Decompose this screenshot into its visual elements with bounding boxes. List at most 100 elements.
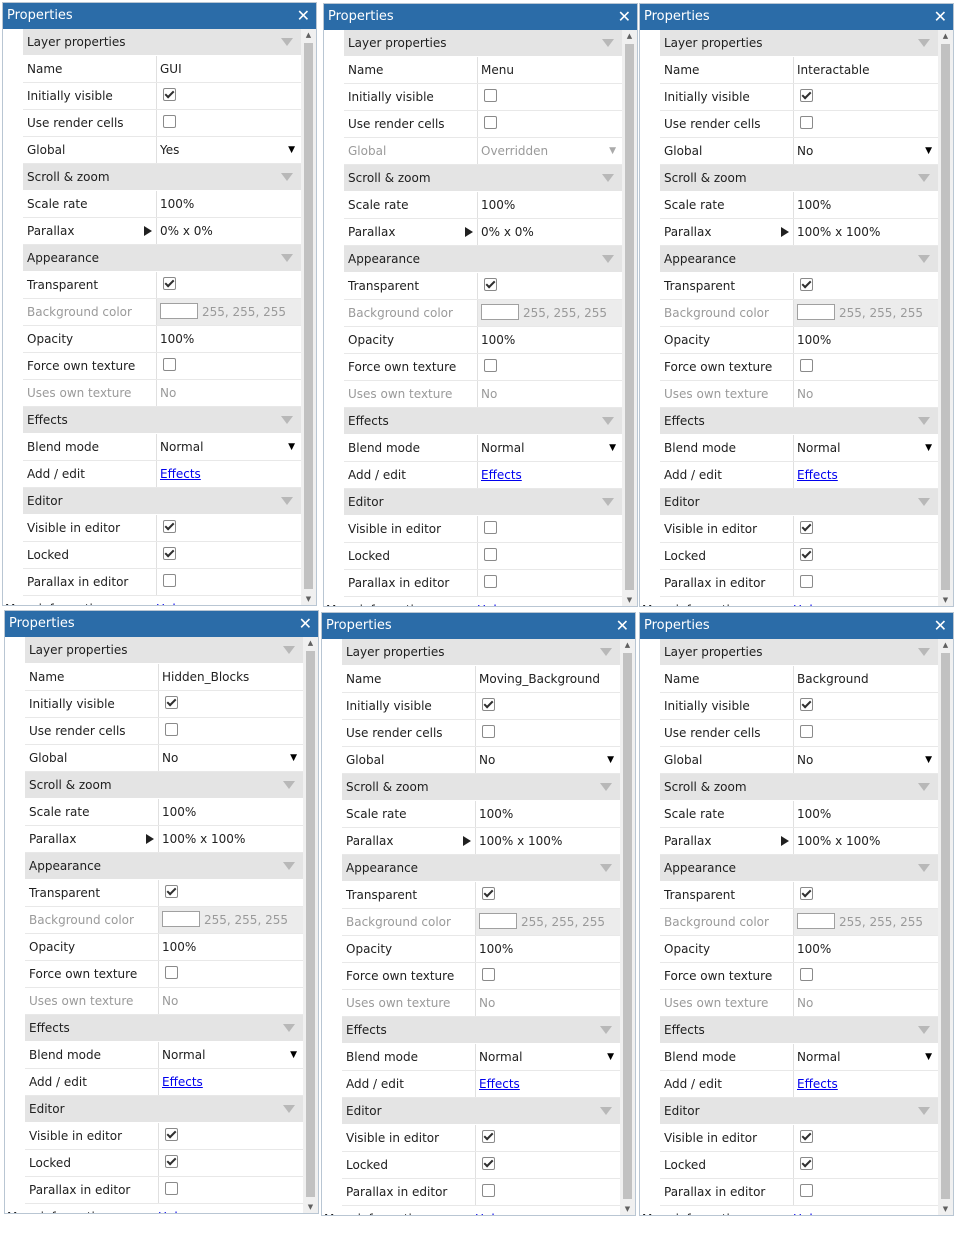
parallax-in-editor-checkbox[interactable]: [800, 1184, 813, 1197]
visible-in-editor-checkbox[interactable]: [800, 521, 813, 534]
section-effects[interactable]: Effects: [344, 408, 622, 435]
visible-in-editor-checkbox[interactable]: [482, 1130, 495, 1143]
close-icon[interactable]: ✕: [933, 7, 947, 26]
blend-mode-select[interactable]: Normal ▼: [794, 1044, 938, 1070]
transparent-checkbox[interactable]: [165, 885, 178, 898]
collapse-arrow-icon[interactable]: [918, 417, 930, 425]
section-appearance[interactable]: Appearance: [23, 245, 301, 272]
parallax-in-editor-checkbox[interactable]: [800, 575, 813, 588]
blend-mode-select[interactable]: Normal ▼: [157, 434, 301, 460]
collapse-arrow-icon[interactable]: [602, 417, 614, 425]
scale-rate-value[interactable]: 100%: [160, 197, 195, 211]
collapse-arrow-icon[interactable]: [600, 864, 612, 872]
name-value[interactable]: Moving_Background: [479, 672, 600, 686]
scrollbar[interactable]: ▲ ▼: [938, 639, 953, 1215]
name-value[interactable]: Menu: [481, 63, 514, 77]
close-icon[interactable]: ✕: [933, 616, 947, 635]
initially-visible-checkbox[interactable]: [163, 88, 176, 101]
scroll-down-icon[interactable]: ▼: [942, 596, 949, 604]
scroll-up-icon[interactable]: ▲: [942, 641, 949, 649]
parallax-label[interactable]: Parallax: [342, 828, 476, 854]
collapse-arrow-icon[interactable]: [918, 498, 930, 506]
transparent-checkbox[interactable]: [482, 887, 495, 900]
parallax-value[interactable]: 100% x 100%: [162, 832, 246, 846]
section-layer-properties[interactable]: Layer properties: [344, 30, 622, 57]
scroll-up-icon[interactable]: ▲: [626, 32, 633, 40]
scrollbar-thumb[interactable]: [623, 653, 632, 1199]
effects-link[interactable]: Effects: [481, 468, 522, 482]
collapse-arrow-icon[interactable]: [602, 174, 614, 182]
collapse-arrow-icon[interactable]: [600, 1107, 612, 1115]
locked-checkbox[interactable]: [163, 547, 176, 560]
collapse-arrow-icon[interactable]: [918, 39, 930, 47]
effects-link[interactable]: Effects: [479, 1077, 520, 1091]
scale-rate-value[interactable]: 100%: [162, 805, 197, 819]
help-link[interactable]: Help: [793, 1212, 820, 1215]
scroll-up-icon[interactable]: ▲: [624, 641, 631, 649]
section-layer-properties[interactable]: Layer properties: [25, 637, 303, 664]
scrollbar[interactable]: ▲ ▼: [301, 29, 316, 605]
effects-link[interactable]: Effects: [797, 468, 838, 482]
use-render-cells-checkbox[interactable]: [482, 725, 495, 738]
parallax-value[interactable]: 100% x 100%: [797, 225, 881, 239]
scroll-down-icon[interactable]: ▼: [626, 596, 633, 604]
blend-mode-select[interactable]: Normal ▼: [159, 1042, 303, 1068]
collapse-arrow-icon[interactable]: [281, 254, 293, 262]
collapse-arrow-icon[interactable]: [602, 255, 614, 263]
blend-mode-select[interactable]: Normal ▼: [794, 435, 938, 461]
collapse-arrow-icon[interactable]: [600, 1026, 612, 1034]
collapse-arrow-icon[interactable]: [918, 255, 930, 263]
expand-arrow-icon[interactable]: [781, 227, 789, 237]
initially-visible-checkbox[interactable]: [165, 696, 178, 709]
collapse-arrow-icon[interactable]: [918, 864, 930, 872]
use-render-cells-checkbox[interactable]: [165, 723, 178, 736]
effects-link[interactable]: Effects: [162, 1075, 203, 1089]
force-own-texture-checkbox[interactable]: [163, 358, 176, 371]
locked-checkbox[interactable]: [482, 1157, 495, 1170]
initially-visible-checkbox[interactable]: [800, 698, 813, 711]
section-scroll-zoom[interactable]: Scroll & zoom: [660, 774, 938, 801]
collapse-arrow-icon[interactable]: [600, 783, 612, 791]
collapse-arrow-icon[interactable]: [281, 416, 293, 424]
section-layer-properties[interactable]: Layer properties: [660, 30, 938, 57]
parallax-in-editor-checkbox[interactable]: [484, 575, 497, 588]
name-value[interactable]: GUI: [160, 62, 182, 76]
use-render-cells-checkbox[interactable]: [163, 115, 176, 128]
scale-rate-value[interactable]: 100%: [481, 198, 516, 212]
section-appearance[interactable]: Appearance: [342, 855, 620, 882]
section-layer-properties[interactable]: Layer properties: [23, 29, 301, 56]
collapse-arrow-icon[interactable]: [918, 1026, 930, 1034]
visible-in-editor-checkbox[interactable]: [484, 521, 497, 534]
global-select[interactable]: No ▼: [794, 138, 938, 164]
effects-link[interactable]: Effects: [160, 467, 201, 481]
scroll-up-icon[interactable]: ▲: [305, 31, 312, 39]
transparent-checkbox[interactable]: [800, 278, 813, 291]
section-appearance[interactable]: Appearance: [25, 853, 303, 880]
name-value[interactable]: Interactable: [797, 63, 870, 77]
help-link[interactable]: Help: [477, 603, 504, 606]
parallax-value[interactable]: 0% x 0%: [481, 225, 534, 239]
transparent-checkbox[interactable]: [800, 887, 813, 900]
section-scroll-zoom[interactable]: Scroll & zoom: [23, 164, 301, 191]
section-editor[interactable]: Editor: [23, 488, 301, 515]
parallax-label[interactable]: Parallax: [660, 219, 794, 245]
parallax-value[interactable]: 100% x 100%: [479, 834, 563, 848]
help-link[interactable]: Help: [156, 602, 183, 605]
scroll-up-icon[interactable]: ▲: [307, 639, 314, 647]
scroll-down-icon[interactable]: ▼: [305, 595, 312, 603]
opacity-value[interactable]: 100%: [797, 333, 832, 347]
expand-arrow-icon[interactable]: [146, 834, 154, 844]
visible-in-editor-checkbox[interactable]: [800, 1130, 813, 1143]
transparent-checkbox[interactable]: [163, 277, 176, 290]
section-scroll-zoom[interactable]: Scroll & zoom: [660, 165, 938, 192]
help-link[interactable]: Help: [793, 603, 820, 606]
collapse-arrow-icon[interactable]: [283, 862, 295, 870]
use-render-cells-checkbox[interactable]: [484, 116, 497, 129]
parallax-value[interactable]: 0% x 0%: [160, 224, 213, 238]
blend-mode-select[interactable]: Normal ▼: [476, 1044, 620, 1070]
section-effects[interactable]: Effects: [25, 1015, 303, 1042]
collapse-arrow-icon[interactable]: [918, 648, 930, 656]
section-scroll-zoom[interactable]: Scroll & zoom: [25, 772, 303, 799]
initially-visible-checkbox[interactable]: [484, 89, 497, 102]
section-editor[interactable]: Editor: [660, 1098, 938, 1125]
